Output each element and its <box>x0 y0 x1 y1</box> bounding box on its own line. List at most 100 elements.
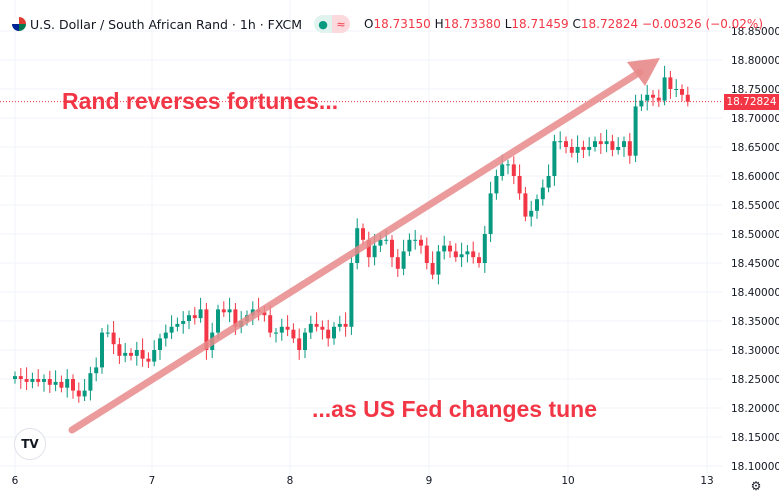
candle-down <box>297 338 302 350</box>
candle-up <box>535 199 539 211</box>
candle-down <box>204 309 209 350</box>
candle-down <box>581 147 586 150</box>
candle-up <box>88 373 93 391</box>
candle-up <box>529 210 534 217</box>
candle-up <box>639 100 644 107</box>
candle-down <box>262 312 267 316</box>
candle-down <box>680 89 684 95</box>
candle-down <box>361 228 365 240</box>
candle-up <box>216 309 220 333</box>
candle-up <box>82 390 87 397</box>
candle-up <box>413 239 418 241</box>
candle-up <box>53 381 58 385</box>
candle-down <box>448 245 452 252</box>
annotation-top: Rand reverses fortunes... <box>62 88 339 114</box>
x-tick-label: 8 <box>287 475 294 487</box>
low-label: L <box>504 17 512 31</box>
candle-down <box>668 77 673 89</box>
candle-down <box>366 239 371 258</box>
candle-up <box>134 350 139 356</box>
candle-down <box>233 309 238 327</box>
y-tick-label: 18.45000 <box>731 258 779 270</box>
candle-up <box>30 379 35 382</box>
x-tick-label: 9 <box>426 475 433 487</box>
candle-up <box>540 187 545 200</box>
y-tick-label: 18.65000 <box>731 142 779 154</box>
candle-up <box>378 239 383 246</box>
candle-down <box>192 315 197 319</box>
y-tick-label: 18.40000 <box>731 287 779 299</box>
candle-down <box>76 390 81 397</box>
candle-up <box>500 164 505 176</box>
candle-up <box>662 77 667 101</box>
y-tick-label: 18.15000 <box>731 432 779 444</box>
candle-up <box>123 352 128 356</box>
candle-up <box>436 251 441 275</box>
y-tick-label: 18.35000 <box>731 316 779 328</box>
candle-down <box>268 315 273 333</box>
candle-up <box>163 332 168 339</box>
candle-up <box>459 254 464 258</box>
candle-down <box>598 141 603 145</box>
candle-down <box>569 147 574 153</box>
candle-up <box>13 376 17 379</box>
candle-down <box>24 379 29 382</box>
settings-icon[interactable]: ⚙ <box>750 479 762 493</box>
candle-up <box>105 332 110 334</box>
candle-down <box>477 257 481 263</box>
candle-down <box>517 176 522 194</box>
candle-up <box>482 234 487 263</box>
chart-header: U.S. Dollar / South African Rand · 1h · … <box>12 15 763 33</box>
candle-up <box>337 323 342 327</box>
candle-down <box>395 257 400 269</box>
y-tick-label: 18.20000 <box>731 403 779 415</box>
candle-down <box>111 332 116 345</box>
tradingview-logo[interactable]: TV <box>14 428 46 460</box>
candle-up <box>169 326 174 333</box>
ohlc-readout: O18.73150 H18.73380 L18.71459 C18.72824 … <box>364 17 763 31</box>
candle-up <box>384 239 389 241</box>
y-tick-label: 18.30000 <box>731 345 779 357</box>
y-tick-label: 18.25000 <box>731 374 779 386</box>
candle-down <box>221 309 226 313</box>
candle-down <box>129 352 133 356</box>
x-tick-label: 7 <box>149 475 156 487</box>
candle-up <box>308 323 313 333</box>
market-open-icon[interactable]: ● <box>314 15 333 33</box>
candle-down <box>320 326 325 330</box>
candle-down <box>424 245 429 263</box>
candle-up <box>187 315 191 321</box>
candle-down <box>627 141 632 156</box>
low-value: 18.71459 <box>511 17 569 31</box>
candle-down <box>651 94 655 98</box>
candle-up <box>506 164 510 166</box>
candle-down <box>314 323 319 327</box>
candle-down <box>685 94 690 102</box>
y-tick-label: 18.50000 <box>731 229 779 241</box>
candle-up <box>158 338 162 350</box>
open-label: O <box>364 17 374 31</box>
candle-down <box>430 263 435 275</box>
y-tick-label: 18.55000 <box>731 200 779 212</box>
candle-up <box>332 326 336 339</box>
open-value: 18.73150 <box>373 17 431 31</box>
candle-up <box>227 309 232 313</box>
currency-flag-icon <box>12 17 26 31</box>
candle-down <box>326 329 331 339</box>
symbol-title[interactable]: U.S. Dollar / South African Rand · 1h · … <box>30 16 303 32</box>
y-tick-label: 18.70000 <box>731 113 779 125</box>
candle-up <box>94 367 99 374</box>
y-tick-label: 18.60000 <box>731 171 779 183</box>
candle-up <box>674 89 679 90</box>
candle-up <box>488 193 493 234</box>
candle-up <box>175 323 180 327</box>
candle-up <box>546 176 551 188</box>
data-status-icon[interactable]: ≈ <box>332 15 351 33</box>
high-label: H <box>434 17 444 31</box>
candle-down <box>511 164 516 176</box>
candle-up <box>552 141 557 176</box>
candle-down <box>343 323 348 327</box>
candle-up <box>616 147 621 150</box>
